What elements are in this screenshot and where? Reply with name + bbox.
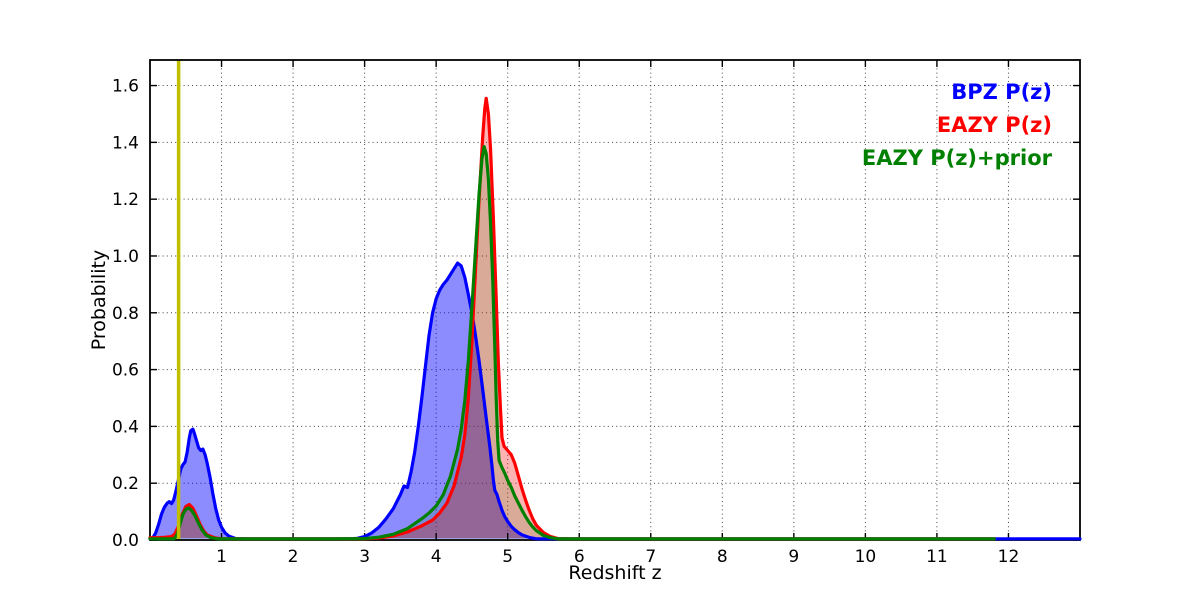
svg-text:1.2: 1.2 [112, 190, 139, 210]
svg-text:12: 12 [998, 547, 1020, 567]
svg-text:5: 5 [502, 547, 513, 567]
svg-text:1.6: 1.6 [112, 77, 139, 97]
y-tick-labels: 0.0 0.2 0.4 0.6 0.8 1.0 1.2 1.4 1.6 [112, 77, 139, 551]
svg-text:1.0: 1.0 [112, 247, 139, 267]
svg-text:11: 11 [926, 547, 948, 567]
series-fill-0 [150, 263, 1080, 539]
x-tick-labels: 1 2 3 4 5 6 7 8 9 10 11 12 [216, 547, 1019, 567]
svg-text:0.4: 0.4 [112, 417, 139, 437]
svg-text:2: 2 [288, 547, 299, 567]
legend-entry-eazy: EAZY P(z) [936, 113, 1052, 137]
svg-text:1.4: 1.4 [112, 133, 139, 153]
svg-text:8: 8 [717, 547, 728, 567]
x-axis-label: Redshift z [568, 562, 662, 584]
svg-text:0.8: 0.8 [112, 304, 139, 324]
gridlines [150, 60, 1080, 540]
series-line-2 [148, 145, 996, 541]
svg-text:6: 6 [574, 547, 585, 567]
svg-text:1: 1 [216, 547, 227, 567]
series-fill-2 [150, 146, 995, 539]
svg-text:0.0: 0.0 [112, 531, 139, 551]
svg-text:0.2: 0.2 [112, 474, 139, 494]
svg-text:3: 3 [359, 547, 370, 567]
svg-text:7: 7 [645, 547, 656, 567]
y-axis-label: Probability [88, 249, 110, 351]
svg-text:9: 9 [788, 547, 799, 567]
svg-text:10: 10 [855, 547, 877, 567]
legend-entry-eazy-prior: EAZY P(z)+prior [861, 146, 1052, 170]
legend-entry-bpz: BPZ P(z) [951, 80, 1052, 104]
svg-text:0.6: 0.6 [112, 361, 139, 381]
svg-text:4: 4 [431, 547, 442, 567]
series-line-0 [148, 261, 1082, 541]
